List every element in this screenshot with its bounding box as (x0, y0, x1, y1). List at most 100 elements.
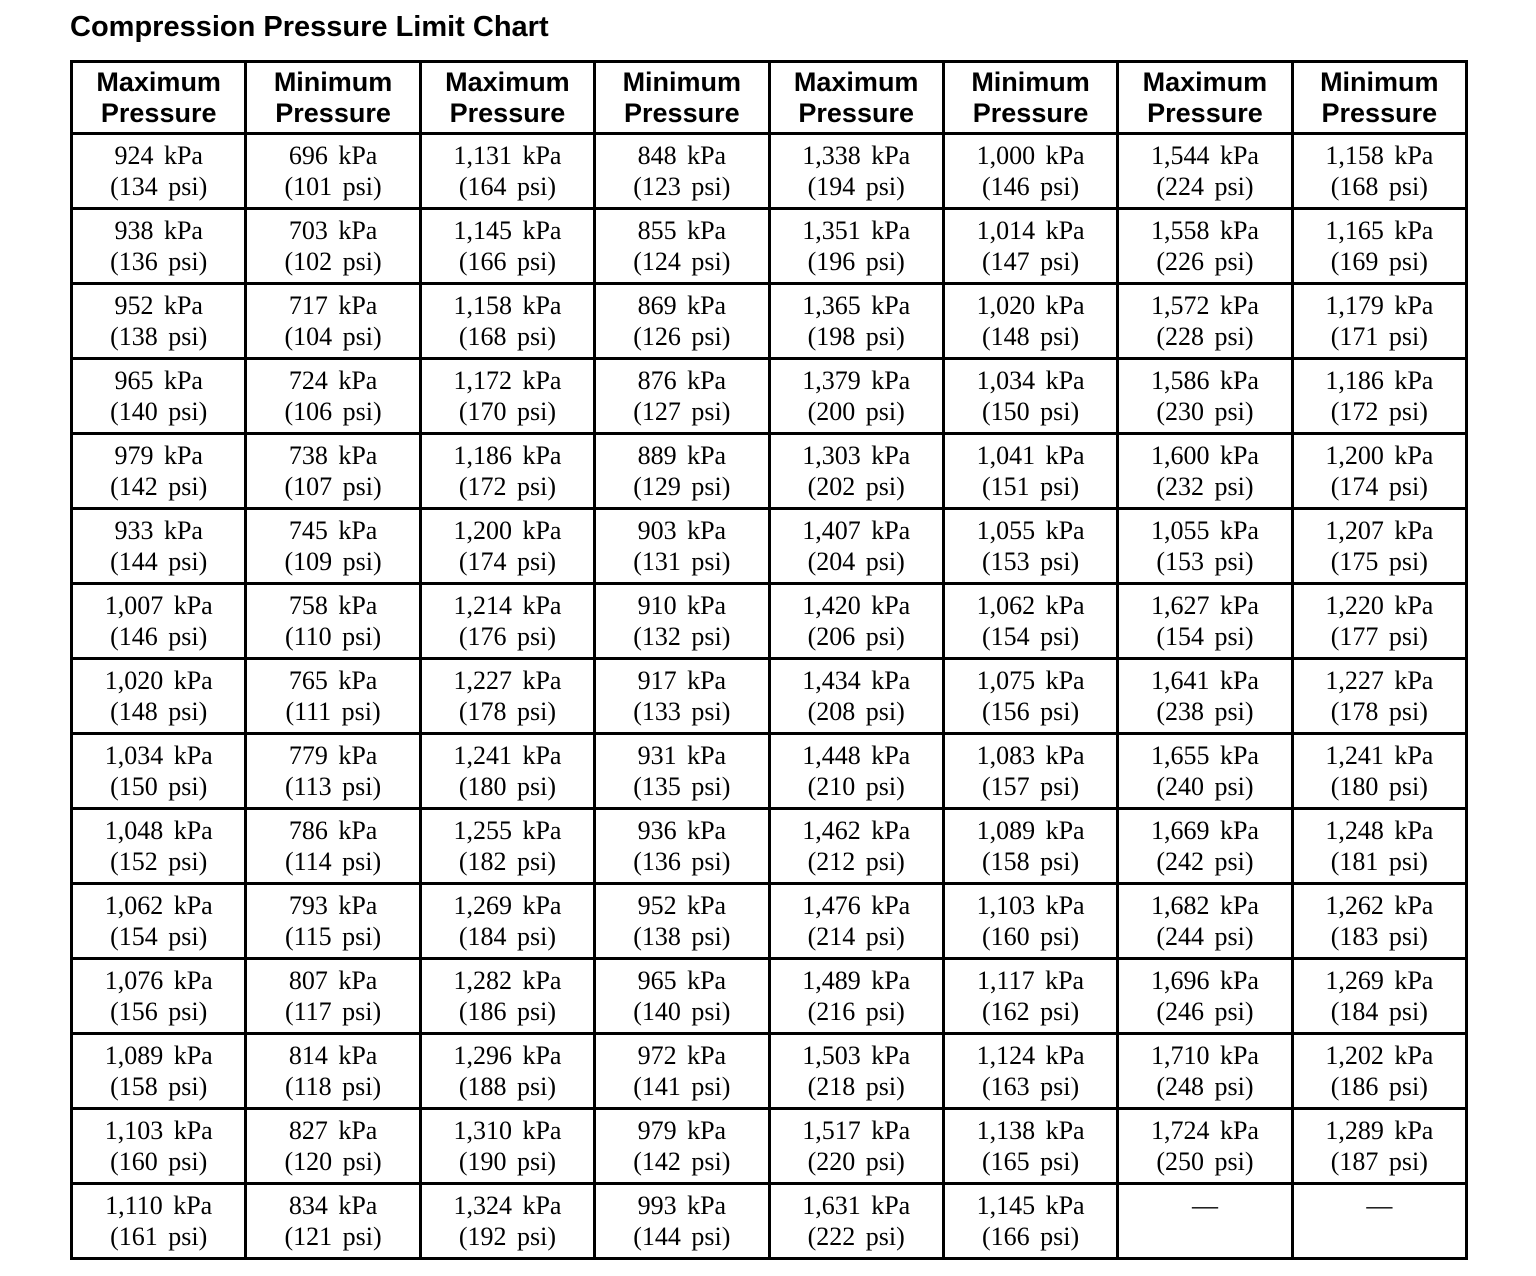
cell-kpa-line: 1,014 kPa (976, 216, 1085, 245)
cell-kpa-line: 1,420 kPa (802, 591, 911, 620)
table-cell: 1,420 kPa (206 psi) (767, 582, 945, 660)
cell-kpa-line: 814 kPa (288, 1041, 378, 1070)
cell-psi-line: (208 psi) (807, 697, 905, 726)
cell-kpa-line: 1,379 kPa (802, 366, 911, 395)
cell-psi-line: (218 psi) (807, 1072, 905, 1101)
cell-psi-line: (222 psi) (807, 1222, 905, 1251)
table-cell: 889 kPa (129 psi) (593, 432, 771, 510)
table-cell: 1,303 kPa (202 psi) (767, 432, 945, 510)
cell-kpa-line: 933 kPa (114, 516, 203, 545)
table-cell: 1,007 kPa (146 psi) (69, 582, 248, 660)
table-cell: 1,179 kPa (171 psi) (1290, 282, 1469, 360)
cell-kpa-line: 972 kPa (637, 1041, 727, 1070)
cell-psi-line: (168 psi) (1330, 172, 1428, 201)
cell-kpa-line: 876 kPa (637, 366, 727, 395)
cell-kpa-line: 1,289 kPa (1325, 1116, 1434, 1145)
table-cell: 779 kPa (113 psi) (244, 732, 422, 810)
cell-kpa-line: 869 kPa (637, 291, 727, 320)
cell-kpa-line: 1,303 kPa (802, 441, 911, 470)
table-cell: 717 kPa (104 psi) (244, 282, 422, 360)
cell-psi-line: (144 psi) (110, 547, 208, 576)
cell-kpa-line: 765 kPa (288, 666, 378, 695)
table-cell: 903 kPa (131 psi) (593, 507, 771, 585)
cell-psi-line: (228 psi) (1156, 322, 1254, 351)
table-cell: 1,117 kPa (162 psi) (941, 957, 1120, 1035)
cell-psi-line: (136 psi) (110, 247, 208, 276)
table-cell: 1,489 kPa (216 psi) (767, 957, 945, 1035)
table-cell: 1,696 kPa (246 psi) (1116, 957, 1294, 1035)
table-cell: 1,041 kPa (151 psi) (941, 432, 1120, 510)
table-row: 952 kPa (138 psi) 717 kPa (104 psi) 1,158 kP… (69, 282, 1469, 360)
header-line-2: Pressure (1147, 97, 1263, 128)
header-line-1: Maximum (96, 66, 221, 97)
table-row: 1,048 kPa (152 psi) 786 kPa (114 psi) 1,255 … (69, 807, 1469, 885)
cell-psi-line: (153 psi) (1156, 547, 1254, 576)
header-line-1: Maximum (445, 66, 570, 97)
table-cell: 807 kPa (117 psi) (244, 957, 422, 1035)
cell-psi-line: (156 psi) (981, 697, 1080, 726)
header-line-2: Pressure (275, 97, 391, 128)
cell-kpa-line: 1,007 kPa (104, 591, 213, 620)
header-line-2: Pressure (798, 97, 914, 128)
cell-kpa-line: 1,158 kPa (1325, 141, 1434, 170)
table-cell: 965 kPa (140 psi) (69, 357, 248, 435)
table-row: 1,076 kPa (156 psi) 807 kPa (117 psi) 1,282 … (69, 957, 1469, 1035)
table-cell: 1,462 kPa (212 psi) (767, 807, 945, 885)
cell-psi-line: (202 psi) (807, 472, 905, 501)
cell-kpa-line: 807 kPa (288, 966, 378, 995)
table-cell: 1,544 kPa (224 psi) (1116, 132, 1294, 210)
cell-kpa-line: 1,724 kPa (1150, 1116, 1259, 1145)
cell-psi-line: (169 psi) (1330, 247, 1428, 276)
cell-kpa-line: 1,220 kPa (1325, 591, 1434, 620)
cell-psi-line: (188 psi) (458, 1072, 557, 1101)
cell-psi-line: (190 psi) (458, 1147, 557, 1176)
cell-psi-line: (135 psi) (633, 772, 731, 801)
cell-kpa-line: 1,572 kPa (1150, 291, 1259, 320)
table-cell: 1,124 kPa (163 psi) (941, 1032, 1120, 1110)
cell-kpa-line: 1,103 kPa (104, 1116, 213, 1145)
cell-kpa-line: 696 kPa (288, 141, 378, 170)
table-cell: 1,269 kPa (184 psi) (418, 882, 597, 960)
cell-psi-line: (144 psi) (633, 1222, 731, 1251)
cell-kpa-line: 793 kPa (288, 891, 378, 920)
cell-kpa-line: 1,062 kPa (104, 891, 213, 920)
cell-psi-line: (147 psi) (981, 247, 1080, 276)
cell-kpa-line: 1,241 kPa (1325, 741, 1434, 770)
table-cell: 1,227 kPa (178 psi) (418, 657, 597, 735)
cell-psi-line: (200 psi) (807, 397, 905, 426)
table-header-row: Maximum Pressure Minimum Pressure Maximum Pre… (69, 60, 1469, 135)
cell-kpa-line: 745 kPa (288, 516, 378, 545)
cell-kpa-line: 931 kPa (637, 741, 727, 770)
cell-psi-line: (178 psi) (458, 697, 557, 726)
cell-psi-line: (160 psi) (981, 922, 1080, 951)
cell-psi-line: (141 psi) (633, 1072, 731, 1101)
table-cell: 1,586 kPa (230 psi) (1116, 357, 1294, 435)
cell-psi-line: (134 psi) (110, 172, 208, 201)
cell-psi-line: (109 psi) (284, 547, 382, 576)
cell-kpa-line: 1,517 kPa (802, 1116, 911, 1145)
cell-kpa-line: 1,131 kPa (453, 141, 562, 170)
cell-psi-line: (242 psi) (1156, 847, 1254, 876)
table-cell: 917 kPa (133 psi) (593, 657, 771, 735)
table-cell: 931 kPa (135 psi) (593, 732, 771, 810)
cell-psi-line: (124 psi) (633, 247, 731, 276)
table-cell: 965 kPa (140 psi) (593, 957, 771, 1035)
table-cell: 1,248 kPa (181 psi) (1290, 807, 1469, 885)
cell-kpa-line: 952 kPa (637, 891, 727, 920)
cell-psi-line: (131 psi) (633, 547, 731, 576)
table-cell: 1,227 kPa (178 psi) (1290, 657, 1469, 735)
table-row: 979 kPa (142 psi) 738 kPa (107 psi) 1,186 kP… (69, 432, 1469, 510)
table-cell: 1,669 kPa (242 psi) (1116, 807, 1294, 885)
table-cell: 703 kPa (102 psi) (244, 207, 422, 285)
table-cell: 1,138 kPa (165 psi) (941, 1107, 1120, 1185)
cell-kpa-line: 1,631 kPa (802, 1191, 911, 1220)
table-cell: 1,269 kPa (184 psi) (1290, 957, 1469, 1035)
cell-kpa-line: 979 kPa (637, 1116, 727, 1145)
table-cell: 814 kPa (118 psi) (244, 1032, 422, 1110)
cell-kpa-line: 1,227 kPa (453, 666, 562, 695)
table-cell: 1,572 kPa (228 psi) (1116, 282, 1294, 360)
table-row: 933 kPa (144 psi) 745 kPa (109 psi) 1,200 kP… (69, 507, 1469, 585)
cell-kpa-line: 1,124 kPa (976, 1041, 1085, 1070)
cell-kpa-line: 1,710 kPa (1150, 1041, 1259, 1070)
cell-psi-line: (120 psi) (284, 1147, 382, 1176)
